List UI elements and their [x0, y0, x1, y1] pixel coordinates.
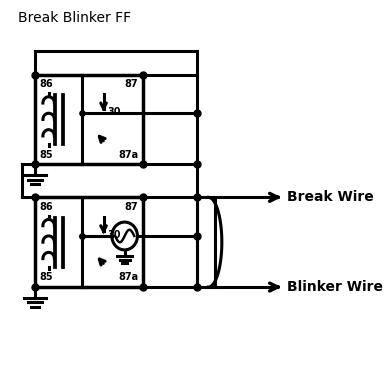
Bar	[35, 75, 143, 164]
Text: 87a: 87a	[118, 272, 138, 282]
Text: 85: 85	[39, 272, 53, 282]
Text: 87a: 87a	[118, 149, 138, 160]
Text: Break Wire: Break Wire	[287, 190, 374, 204]
Text: 30: 30	[108, 107, 121, 117]
Text: 86: 86	[39, 202, 53, 212]
Text: 87: 87	[125, 79, 138, 89]
Text: 87: 87	[125, 202, 138, 212]
Bar	[35, 197, 143, 287]
Text: 85: 85	[39, 149, 53, 160]
Text: Break Blinker FF: Break Blinker FF	[18, 11, 131, 25]
Text: Blinker Wire: Blinker Wire	[287, 280, 383, 294]
Circle shape	[112, 222, 137, 250]
Text: 30: 30	[108, 230, 121, 240]
Text: 86: 86	[39, 79, 53, 89]
